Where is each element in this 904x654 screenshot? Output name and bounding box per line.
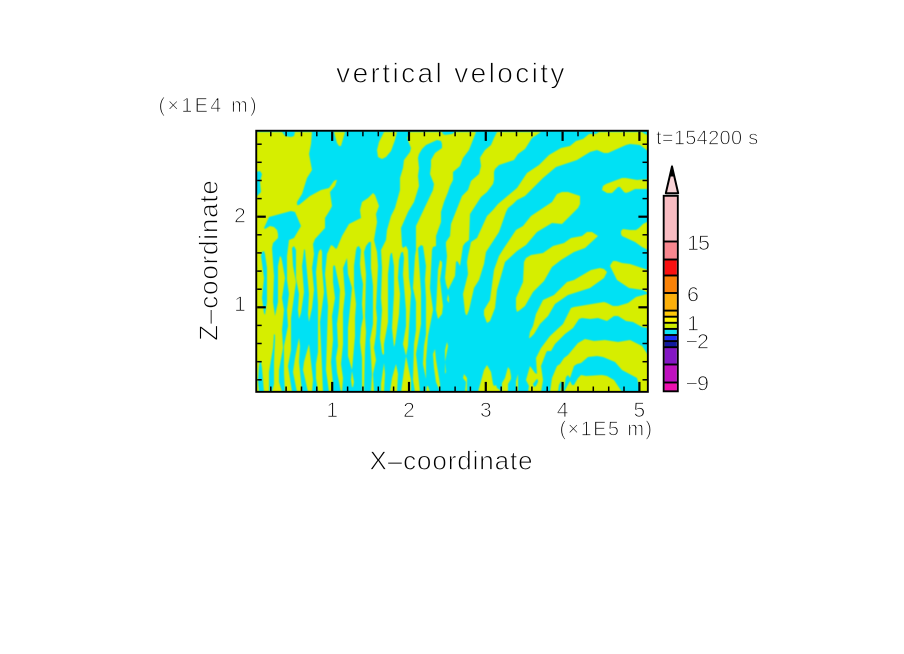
svg-text:1: 1 xyxy=(326,399,338,422)
svg-text:5: 5 xyxy=(634,399,646,422)
svg-text:15: 15 xyxy=(687,231,710,255)
svg-text:2: 2 xyxy=(403,399,415,422)
svg-text:4: 4 xyxy=(557,399,569,422)
svg-text:3: 3 xyxy=(480,399,492,422)
svg-text:−2: −2 xyxy=(686,330,709,354)
svg-text:1: 1 xyxy=(687,312,698,336)
svg-text:X–coordinate: X–coordinate xyxy=(369,446,533,476)
svg-text:(×1E5 m): (×1E5 m) xyxy=(559,419,653,441)
svg-text:(×1E4 m): (×1E4 m) xyxy=(159,95,259,117)
svg-text:−9: −9 xyxy=(686,372,709,396)
svg-text:6: 6 xyxy=(687,283,699,307)
svg-text:Z–coordinate: Z–coordinate xyxy=(194,179,224,340)
svg-text:t=154200 s: t=154200 s xyxy=(656,128,759,150)
svg-text:1: 1 xyxy=(234,293,246,316)
svg-text:2: 2 xyxy=(234,205,246,228)
svg-text:vertical velocity: vertical velocity xyxy=(336,58,567,89)
